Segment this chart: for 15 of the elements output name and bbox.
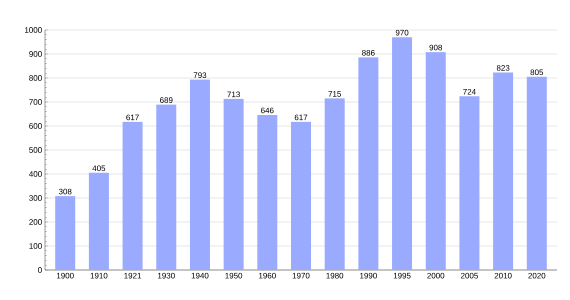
bar <box>257 114 278 270</box>
bar <box>426 52 446 270</box>
bar <box>392 37 412 270</box>
bar <box>122 122 143 270</box>
bar <box>55 196 76 270</box>
bar <box>459 96 480 270</box>
bar <box>493 72 514 270</box>
bar <box>190 80 210 270</box>
bar <box>156 104 176 270</box>
bar <box>358 57 378 270</box>
bar <box>324 98 345 270</box>
bar <box>526 76 547 270</box>
bar <box>224 98 244 270</box>
bar <box>291 122 312 270</box>
bar <box>88 172 109 270</box>
